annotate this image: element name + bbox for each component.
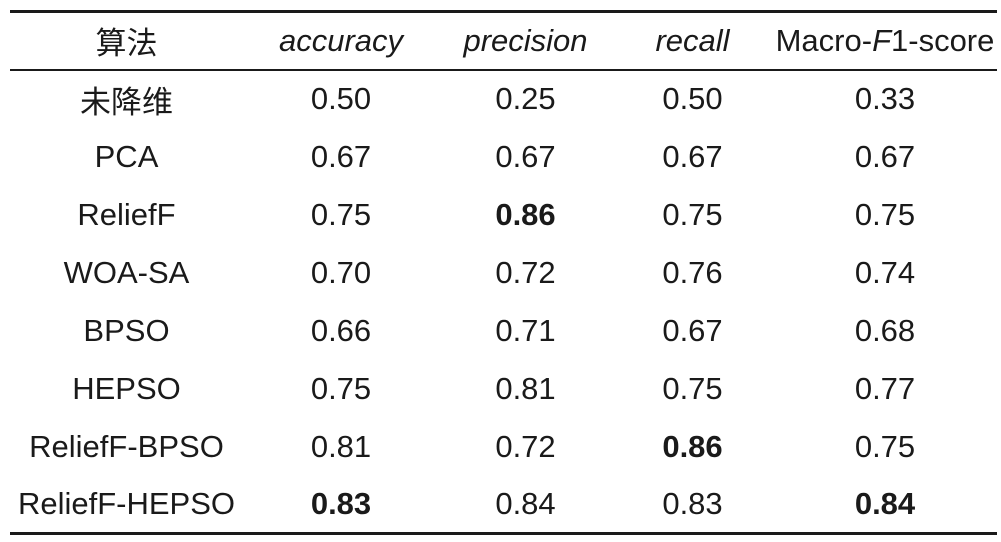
table-row: ReliefF-HEPSO 0.83 0.84 0.83 0.84 [10,476,997,534]
cell-macro-f1: 0.74 [854,254,916,290]
cell-macro-f1: 0.67 [854,138,916,174]
cell-precision: 0.71 [495,312,556,348]
cell-precision: 0.67 [495,138,556,174]
cell-accuracy: 0.50 [310,81,372,116]
cell-accuracy: 0.81 [310,428,372,464]
cell-macro-f1: 0.33 [854,81,916,116]
table-row: ReliefF-BPSO 0.81 0.72 0.86 0.75 [10,418,997,476]
cell-algorithm: PCA [94,138,159,174]
header-macro-f1-italic: F [872,22,891,58]
cell-algorithm: ReliefF [77,196,176,232]
cell-recall: 0.86 [662,428,723,464]
cell-precision: 0.86 [495,196,556,232]
results-table: 算法 accuracy precision recall Macro-F1-sc… [10,10,997,535]
cell-recall: 0.76 [662,254,723,290]
cell-accuracy: 0.70 [310,254,372,290]
cell-algorithm: WOA-SA [63,254,190,290]
cell-accuracy: 0.75 [310,370,372,406]
cell-macro-f1: 0.84 [854,485,916,521]
header-precision: precision [463,22,588,58]
cell-algorithm: ReliefF-BPSO [29,428,224,464]
header-macro-f1-prefix: Macro- [775,22,873,58]
cell-macro-f1: 0.75 [854,428,916,464]
cell-accuracy: 0.67 [310,138,372,174]
table-row: 未降维 0.50 0.25 0.50 0.33 [10,70,997,128]
cell-recall: 0.75 [662,370,723,406]
cell-precision: 0.72 [495,254,556,290]
cell-recall: 0.67 [662,138,723,174]
header-recall: recall [655,22,730,58]
cell-recall: 0.75 [662,196,723,232]
cell-algorithm: 未降维 [80,84,173,121]
cell-macro-f1: 0.75 [854,196,916,232]
header-macro-f1: Macro-F1-score [773,12,997,70]
table-row: PCA 0.67 0.67 0.67 0.67 [10,128,997,186]
cell-accuracy: 0.66 [310,312,372,348]
table-body: 未降维 0.50 0.25 0.50 0.33 PCA 0.67 0.67 0.67 0.67 Re… [10,70,997,534]
cell-algorithm: ReliefF-HEPSO [17,485,236,521]
cell-macro-f1: 0.77 [854,370,916,406]
cell-algorithm: BPSO [83,312,170,348]
header-macro-f1-suffix: 1-score [891,22,995,58]
cell-precision: 0.81 [495,370,556,406]
table-row: ReliefF 0.75 0.86 0.75 0.75 [10,186,997,244]
header-accuracy: accuracy [278,22,404,58]
cell-precision: 0.25 [495,81,556,116]
table-row: WOA-SA 0.70 0.72 0.76 0.74 [10,244,997,302]
table-row: HEPSO 0.75 0.81 0.75 0.77 [10,360,997,418]
table-row: BPSO 0.66 0.71 0.67 0.68 [10,302,997,360]
cell-precision: 0.84 [495,485,556,521]
cell-accuracy: 0.83 [310,485,372,521]
cell-algorithm: HEPSO [72,370,181,406]
header-row: 算法 accuracy precision recall Macro-F1-sc… [10,11,997,70]
cell-accuracy: 0.75 [310,196,372,232]
cell-recall: 0.83 [662,485,723,521]
cell-precision: 0.72 [495,428,556,464]
cell-recall: 0.67 [662,312,723,348]
header-algorithm: 算法 [95,26,158,63]
cell-recall: 0.50 [662,81,723,116]
table-header: 算法 accuracy precision recall Macro-F1-sc… [10,11,997,70]
cell-macro-f1: 0.68 [854,312,916,348]
